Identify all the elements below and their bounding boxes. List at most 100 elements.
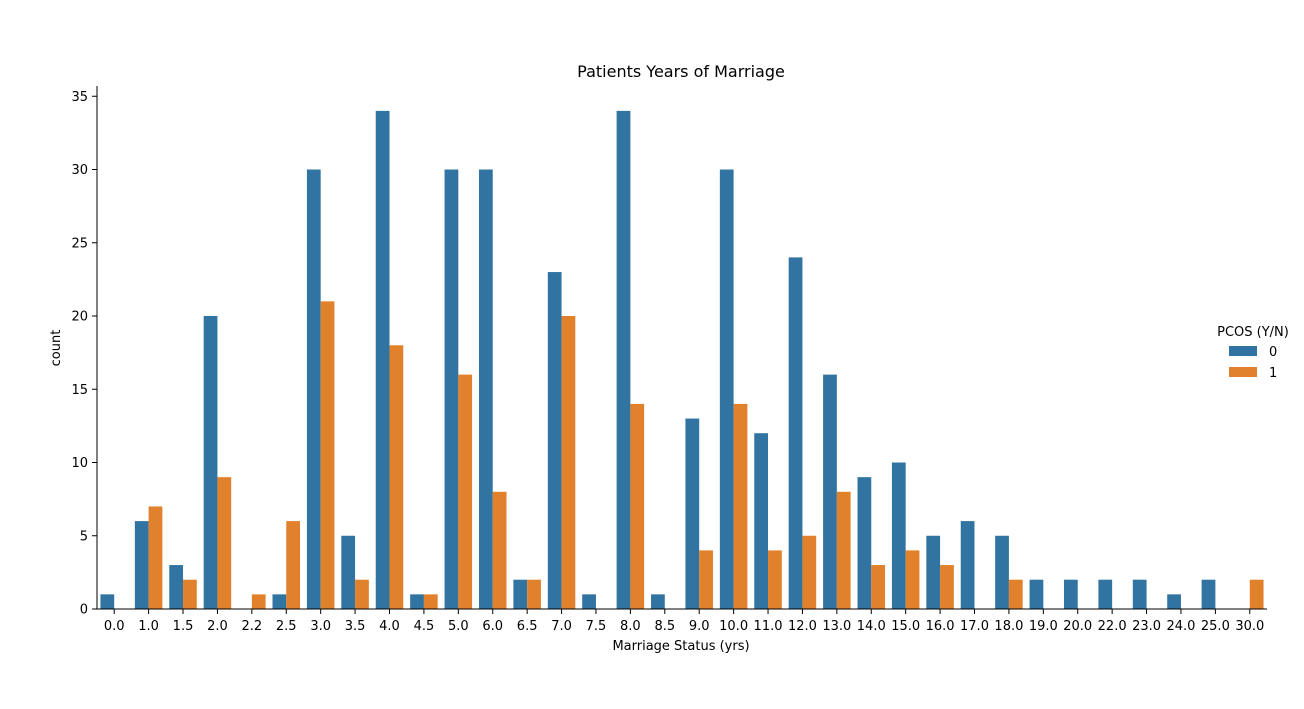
legend-label-1: 1 [1269,366,1277,381]
x-tick-label: 7.0 [551,619,572,634]
y-axis-label: count [49,330,64,367]
bar-series-0-7.0 [547,272,562,609]
bars-group [100,110,1264,610]
y-tick-label: 0 [80,603,88,618]
x-tick-label: 5.0 [448,619,469,634]
x-tick-label: 16.0 [926,619,955,634]
bar-series-0-1.0 [134,521,149,609]
legend-title: PCOS (Y/N) [1217,325,1289,340]
bar-series-1-18.0 [1008,579,1023,609]
bar-series-1-30.0 [1249,579,1264,609]
x-tick-label: 2.2 [242,619,263,634]
bar-series-1-1.0 [148,506,163,609]
x-tick-label: 20.0 [1063,619,1092,634]
y-tick-label: 35 [71,90,88,105]
x-tick-label: 11.0 [754,619,783,634]
x-tick-label: 13.0 [822,619,851,634]
bar-series-1-5.0 [458,374,473,609]
x-tick-label: 1.5 [173,619,194,634]
y-tick-label: 30 [71,163,88,178]
bar-series-0-9.0 [685,418,700,609]
bar-series-1-2.0 [217,477,232,609]
x-tick-label: 22.0 [1098,619,1127,634]
bar-series-1-15.0 [905,550,920,609]
y-tick-label: 5 [80,529,88,544]
bar-series-0-8.0 [616,110,631,610]
bar-series-1-3.5 [355,579,369,609]
x-tick-label: 0.0 [104,619,125,634]
bar-series-0-22.0 [1098,579,1113,609]
x-tick-label: 3.0 [310,619,331,634]
bar-series-1-9.0 [699,550,713,609]
bar-series-1-7.0 [561,316,576,609]
x-tick-label: 8.5 [654,619,675,634]
bar-series-0-1.5 [169,565,184,609]
bar-series-1-3.0 [320,301,335,609]
x-tick-label: 12.0 [788,619,817,634]
bar-series-1-12.0 [802,535,817,609]
bar-series-1-6.5 [527,579,541,609]
bar-series-0-4.5 [410,594,424,609]
x-tick-label: 1.0 [138,619,159,634]
x-tick-label: 4.0 [379,619,400,634]
y-tick-label: 20 [71,310,88,325]
x-tick-label: 6.0 [482,619,503,634]
x-tick-label: 19.0 [1029,619,1058,634]
bar-series-1-4.5 [423,594,438,609]
bar-series-0-0.0 [100,594,115,609]
bar-series-0-11.0 [754,433,769,609]
x-tick-label: 15.0 [891,619,920,634]
bar-series-0-14.0 [857,477,872,609]
bar-series-0-10.0 [719,169,734,609]
x-tick-label: 25.0 [1201,619,1230,634]
x-tick-label: 3.5 [345,619,366,634]
chart-title: Patients Years of Marriage [577,62,785,81]
bar-series-0-2.0 [203,316,218,609]
bar-series-0-13.0 [823,374,837,609]
bar-series-0-8.5 [651,594,665,609]
y-tick-label: 10 [71,456,88,471]
bar-series-0-18.0 [995,535,1009,609]
bar-series-1-4.0 [389,345,404,609]
x-tick-label: 8.0 [620,619,641,634]
x-tick-label: 24.0 [1166,619,1195,634]
bar-series-0-6.5 [513,579,528,609]
y-tick-label: 25 [71,236,88,251]
y-tick-label: 15 [71,383,88,398]
bar-series-1-1.5 [183,579,197,609]
bar-series-0-12.0 [788,257,803,609]
x-axis: 0.0 1.0 1.5 2.0 2.2 2.5 3.0 3.5 4.0 4.5 5.0 6.0 6.5 7… [97,608,1267,634]
x-tick-label: 10.0 [719,619,748,634]
bar-series-1-14.0 [871,565,886,609]
x-tick-label: 4.5 [414,619,435,634]
bar-series-1-6.0 [492,491,507,609]
bar-series-1-2.2 [251,594,266,609]
bar-series-0-6.0 [478,169,493,609]
bar-series-0-25.0 [1201,579,1216,609]
x-tick-label: 23.0 [1132,619,1161,634]
x-tick-label: 9.0 [689,619,710,634]
bar-series-0-5.0 [444,169,459,609]
bar-series-0-4.0 [375,110,390,610]
bar-series-1-8.0 [630,403,645,609]
bar-series-0-2.5 [272,594,287,609]
bar-series-1-10.0 [733,403,748,609]
x-tick-label: 17.0 [960,619,989,634]
x-tick-label: 2.0 [207,619,228,634]
x-tick-label: 6.5 [517,619,538,634]
legend-label-0: 0 [1269,345,1277,360]
y-axis: 0 5 10 15 20 25 30 35 [71,86,98,618]
bar-series-0-20.0 [1063,579,1078,609]
bar-series-0-3.5 [341,535,356,609]
bar-series-0-7.5 [582,594,596,609]
x-tick-label: 14.0 [857,619,886,634]
bar-series-1-13.0 [836,491,851,609]
legend-swatch-0 [1229,346,1257,356]
bar-series-0-23.0 [1132,579,1147,609]
bar-series-0-3.0 [306,169,321,609]
bar-series-1-11.0 [768,550,782,609]
bar-series-0-24.0 [1167,594,1181,609]
x-tick-label: 7.5 [586,619,607,634]
